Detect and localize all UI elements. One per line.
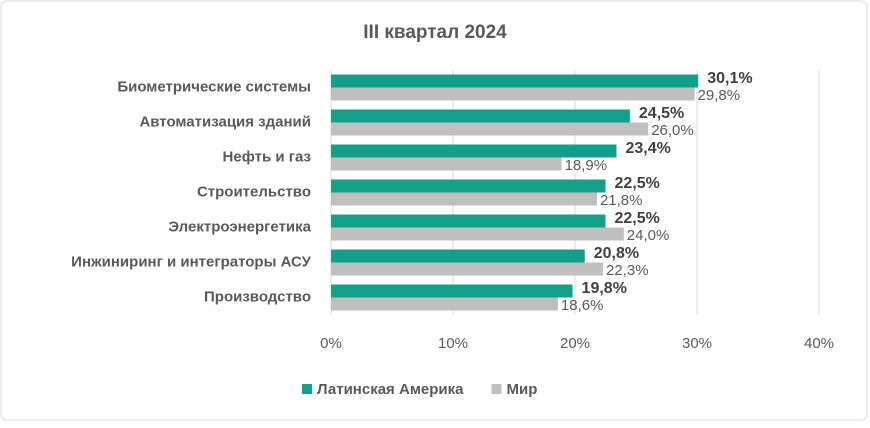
value-label: 24,0% (627, 227, 670, 244)
bar (331, 157, 562, 171)
legend-swatch (302, 384, 312, 394)
value-label: 18,9% (565, 157, 608, 174)
value-label: 26,0% (651, 122, 694, 139)
x-tick-label: 10% (438, 335, 468, 352)
bar (331, 227, 624, 241)
value-label: 22,3% (606, 262, 649, 279)
bar (331, 179, 606, 193)
bar (331, 249, 585, 263)
x-tick-label: 20% (560, 335, 590, 352)
y-tick-label: Электроэнергетика (168, 218, 311, 235)
x-tick-label: 0% (320, 335, 342, 352)
value-label: 22,5% (615, 175, 660, 192)
legend-label: Латинская Америка (317, 381, 464, 398)
y-tick-label: Инжиниринг и интеграторы АСУ (71, 253, 311, 270)
value-label: 20,8% (594, 245, 639, 262)
bar (331, 284, 573, 298)
y-tick-label: Производство (204, 288, 311, 305)
bar (331, 214, 606, 228)
x-tick-label: 30% (682, 335, 712, 352)
y-tick-label: Биометрические системы (117, 78, 311, 95)
value-label: 29,8% (698, 87, 741, 104)
value-label: 22,5% (615, 210, 660, 227)
legend-swatch (491, 384, 502, 394)
legend-label: Мир (506, 381, 537, 398)
bar (331, 262, 604, 276)
x-tick-label: 40% (804, 335, 834, 352)
y-tick-label: Нефть и газ (223, 148, 311, 165)
chart-title: III квартал 2024 (363, 22, 507, 43)
bar (331, 87, 695, 101)
value-label: 23,4% (625, 140, 670, 157)
bar (331, 109, 630, 123)
value-label: 18,6% (561, 297, 604, 314)
y-tick-label: Строительство (197, 183, 311, 200)
value-label: 21,8% (600, 192, 643, 209)
bar (331, 192, 597, 206)
bar (331, 144, 617, 158)
bar (331, 74, 699, 88)
value-label: 30,1% (707, 70, 752, 87)
bar (331, 297, 558, 311)
value-label: 24,5% (639, 105, 684, 122)
value-label: 19,8% (582, 280, 627, 297)
bar (331, 122, 649, 136)
y-tick-label: Автоматизация зданий (139, 113, 311, 130)
